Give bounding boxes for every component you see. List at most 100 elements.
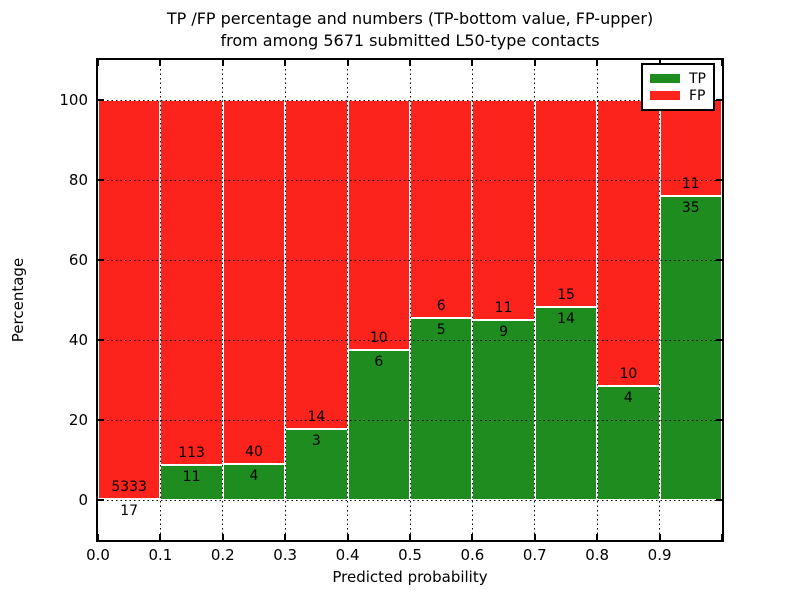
x-tick-label-0.3: 0.3 — [273, 546, 298, 564]
bar-segment-tp-8 — [597, 385, 660, 500]
fp-color-swatch — [650, 91, 680, 100]
y-tick-right-40 — [716, 339, 722, 341]
x-tick-bottom-6 — [471, 534, 474, 540]
bar-segment-tp-3 — [285, 429, 348, 500]
bar-label-fp-0: 5333 — [111, 478, 148, 495]
y-tick-left-20 — [98, 419, 104, 421]
bar-label-fp-4: 10 — [369, 330, 388, 346]
bar-label-fp-2: 40 — [245, 443, 263, 460]
legend-label-fp: FP — [689, 87, 706, 104]
x-tick-bottom-10 — [721, 534, 723, 540]
y-tick-label-80: 80 — [68, 171, 88, 189]
x-tick-top-6 — [471, 60, 474, 66]
x-gridline-6 — [471, 60, 473, 540]
bar-label-fp-6: 11 — [494, 300, 513, 316]
bar-label-fp-7: 15 — [557, 286, 575, 303]
plot-area: 17 5333 11 113 4 40 3 14 6 10 5 6 9 11 14 15 4 10 35 11 — [96, 58, 724, 542]
legend-entry-fp: FP — [650, 87, 706, 104]
x-tick-top-8 — [596, 60, 599, 66]
x-tick-top-4 — [346, 60, 349, 66]
bar-label-tp-3: 3 — [311, 433, 321, 450]
y-tick-left-0 — [98, 499, 104, 501]
y-axis-label: Percentage — [9, 257, 27, 343]
y-tick-left-100 — [98, 99, 104, 101]
x-gridline-2 — [222, 60, 224, 540]
y-tick-left-40 — [98, 339, 104, 341]
x-gridline-5 — [409, 60, 411, 540]
x-tick-bottom-1 — [159, 534, 162, 540]
y-tick-left-80 — [98, 179, 104, 181]
bar-label-tp-9: 35 — [681, 199, 700, 216]
y-tick-right-60 — [716, 259, 722, 261]
x-tick-bottom-4 — [346, 534, 349, 540]
x-gridline-8 — [596, 60, 598, 540]
bar-segment-fp-3 — [285, 100, 348, 430]
x-gridline-3 — [284, 60, 286, 540]
x-tick-bottom-3 — [284, 534, 287, 540]
bar-label-fp-9: 11 — [681, 175, 700, 192]
x-tick-label-0.1: 0.1 — [148, 546, 173, 564]
x-tick-label-0.0: 0.0 — [86, 546, 110, 564]
x-gridline-9 — [659, 60, 661, 540]
bar-label-tp-5: 5 — [436, 322, 446, 339]
legend-label-tp: TP — [689, 70, 706, 87]
bar-segment-fp-8 — [597, 100, 660, 386]
y-tick-label-40: 40 — [68, 331, 88, 349]
bar-label-tp-2: 4 — [249, 467, 259, 484]
y-tick-label-60: 60 — [68, 251, 88, 269]
bar-label-tp-0: 17 — [120, 502, 139, 519]
y-tick-label-0: 0 — [78, 491, 88, 509]
x-tick-label-0.4: 0.4 — [335, 546, 360, 564]
bar-segment-tp-6 — [472, 320, 535, 500]
x-tick-bottom-2 — [221, 534, 224, 540]
x-tick-top-1 — [159, 60, 162, 66]
bar-segment-fp-5 — [410, 100, 473, 319]
x-tick-top-3 — [284, 60, 287, 66]
chart-title-line1: TP /FP percentage and numbers (TP-bottom… — [166, 9, 654, 28]
legend-entry-tp: TP — [650, 70, 706, 87]
x-tick-label-0.2: 0.2 — [210, 546, 235, 564]
bar-segment-fp-2 — [222, 100, 286, 464]
y-tick-right-0 — [716, 499, 722, 501]
y-tick-label-100: 100 — [59, 91, 88, 109]
bar-segment-fp-4 — [347, 100, 410, 350]
x-gridline-4 — [347, 60, 349, 540]
x-tick-top-2 — [221, 60, 224, 66]
bar-label-tp-7: 14 — [557, 310, 575, 327]
bar-segment-tp-9 — [659, 195, 722, 500]
bar-label-tp-8: 4 — [623, 389, 633, 406]
tp-color-swatch — [650, 74, 680, 83]
x-tick-label-0.9: 0.9 — [647, 546, 672, 564]
x-tick-label-0.8: 0.8 — [585, 546, 610, 564]
y-tick-label-20: 20 — [68, 411, 88, 429]
y-tick-left-60 — [98, 259, 104, 261]
bar-label-fp-1: 113 — [178, 444, 205, 461]
bar-label-fp-5: 6 — [436, 298, 446, 315]
bar-segment-tp-2 — [222, 463, 286, 500]
bar-segment-fp-7 — [534, 100, 598, 307]
bar-label-fp-3: 14 — [307, 409, 326, 426]
x-tick-bottom-0 — [97, 534, 99, 540]
bar-segment-tp-7 — [534, 306, 598, 500]
bar-segment-fp-6 — [472, 100, 535, 320]
x-tick-bottom-5 — [409, 534, 411, 540]
bar-label-tp-4: 6 — [374, 354, 384, 370]
x-tick-bottom-9 — [658, 534, 661, 540]
legend: TP FP — [641, 63, 715, 111]
bar-segment-tp-1 — [160, 464, 223, 500]
x-tick-top-5 — [409, 60, 411, 66]
x-tick-label-0.6: 0.6 — [460, 546, 485, 564]
bar-label-tp-6: 9 — [499, 324, 509, 340]
y-tick-right-100 — [716, 99, 722, 101]
bar-segment-tp-4 — [347, 350, 410, 500]
x-axis-label: Predicted probability — [332, 568, 488, 586]
x-tick-top-0 — [97, 60, 99, 66]
bar-label-tp-1: 11 — [182, 468, 201, 485]
bar-segment-tp-5 — [410, 318, 473, 500]
x-tick-top-7 — [533, 60, 536, 66]
bar-segment-fp-0 — [98, 100, 161, 499]
bar-segment-fp-1 — [160, 100, 223, 465]
x-tick-label-0.5: 0.5 — [398, 546, 422, 564]
x-tick-top-10 — [721, 60, 723, 66]
